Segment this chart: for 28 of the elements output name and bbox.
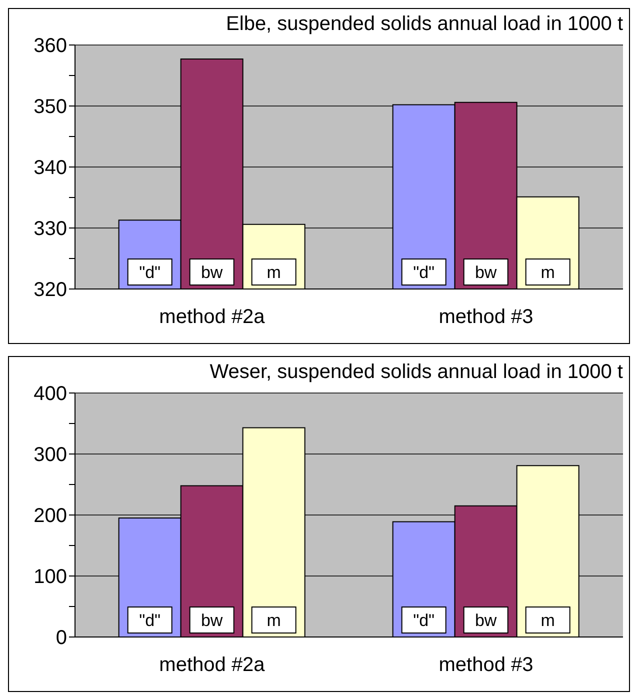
x-tick-label: method #2a (159, 654, 266, 676)
text: bw (474, 611, 497, 630)
chart-title: Weser, suspended solids annual load in 1000 t (208, 361, 624, 385)
y-tick-label: 330 (34, 218, 67, 240)
text: m (540, 611, 555, 630)
series-label: m (266, 611, 281, 630)
text: bw (474, 263, 497, 282)
y-tick-label: 360 (34, 35, 67, 58)
text: "d" (413, 611, 435, 630)
series-label: m (266, 263, 281, 282)
y-tick-label: 340 (34, 157, 67, 180)
series-label: bw (200, 611, 224, 630)
x-tick-label: method #3 (438, 306, 534, 328)
x-tick-label: method #2a (159, 306, 266, 328)
series-label: "d" (139, 263, 161, 282)
x-tick-label: method #3 (438, 654, 534, 676)
chart-title: Elbe, suspended solids annual load in 1000 t (225, 13, 624, 37)
y-tick-label: 320 (34, 279, 67, 302)
y-tick-label: 100 (34, 566, 67, 588)
text: "d" (413, 263, 435, 282)
y-tick-label: 200 (34, 505, 67, 528)
series-label: "d" (139, 611, 161, 630)
y-tick-label: 350 (34, 96, 67, 118)
y-tick-label: 0 (56, 627, 67, 650)
y-tick-label: 400 (34, 383, 67, 406)
series-label: bw (200, 263, 224, 282)
y-tick-label: 300 (34, 444, 67, 466)
text: m (540, 263, 555, 282)
